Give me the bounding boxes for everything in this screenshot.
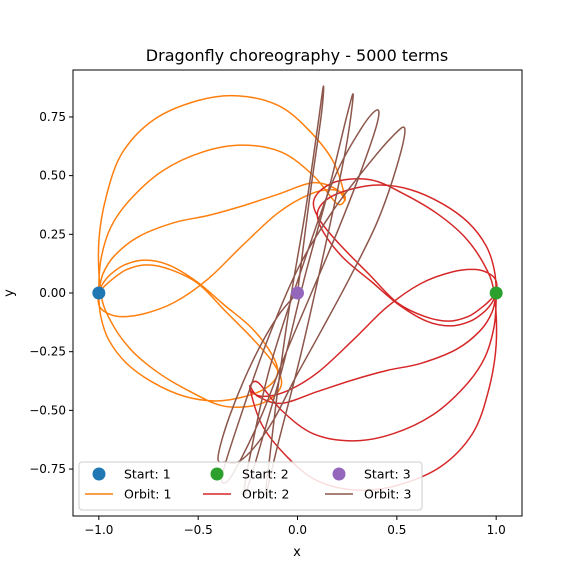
x-tick-label: −0.5	[184, 523, 213, 537]
plot-area	[72, 69, 523, 517]
start-2-marker	[489, 286, 503, 300]
legend-start-2-label: Start: 2	[242, 467, 289, 482]
orbit-1-line	[97, 94, 346, 408]
legend-start-2-marker	[210, 467, 224, 481]
legend-orbit-1-label: Orbit: 1	[124, 487, 171, 502]
start-1-marker	[92, 286, 106, 300]
legend-start-3-label: Start: 3	[364, 467, 411, 482]
y-tick-label: 0.50	[39, 169, 66, 183]
x-tick-label: 0.0	[288, 523, 307, 537]
y-axis: −0.75 −0.50 −0.25 0.00 0.25 0.50 0.75	[29, 110, 73, 476]
x-axis-label: x	[293, 545, 301, 560]
y-tick-label: 0.00	[39, 286, 66, 300]
chart-title: Dragonfly choreography - 5000 terms	[146, 46, 448, 65]
y-tick-label: −0.75	[29, 462, 66, 476]
start-3-marker	[291, 286, 304, 300]
x-tick-label: 1.0	[487, 523, 506, 537]
start-markers	[92, 286, 503, 300]
legend-start-1-label: Start: 1	[124, 467, 171, 482]
y-tick-label: −0.50	[29, 403, 66, 417]
legend-start-3-marker	[332, 467, 346, 481]
y-tick-label: 0.25	[39, 227, 66, 241]
legend-orbit-3-label: Orbit: 3	[364, 487, 411, 502]
y-tick-label: 0.75	[39, 110, 66, 124]
x-axis: −1.0 −0.5 0.0 0.5 1.0	[84, 516, 506, 537]
x-tick-label: 0.5	[387, 523, 406, 537]
y-axis-label: y	[2, 289, 17, 297]
y-tick-label: −0.25	[29, 345, 66, 359]
legend-orbit-2-label: Orbit: 2	[242, 487, 289, 502]
legend: Start: 1 Start: 2 Start: 3 Orbit: 1 Orbit: 2…	[78, 461, 423, 511]
x-tick-label: −1.0	[84, 523, 113, 537]
legend-start-1-marker	[92, 467, 106, 481]
